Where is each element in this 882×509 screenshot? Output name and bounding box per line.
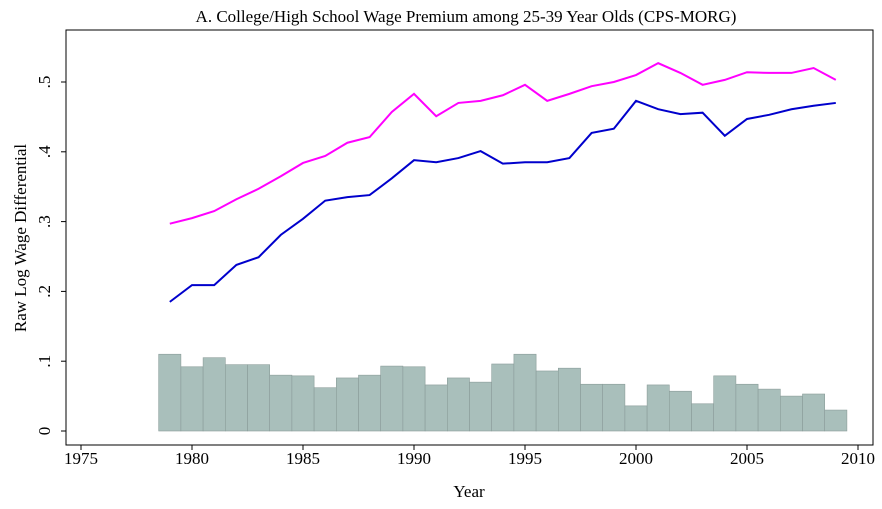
bar (313, 387, 337, 432)
x-tick-label: 1980 (175, 449, 209, 468)
line (169, 99, 836, 303)
x-tick-label: 2000 (619, 449, 653, 468)
bar (225, 364, 248, 432)
bar (380, 365, 404, 432)
x-tick-label: 1990 (397, 449, 431, 468)
y-tick-label: .3 (35, 215, 54, 228)
bar (269, 374, 293, 432)
x-axis-label: Year (453, 482, 485, 501)
bar (668, 390, 692, 432)
bar (624, 405, 648, 432)
bar (802, 393, 826, 432)
bar (469, 381, 493, 432)
bar (446, 377, 470, 432)
y-tick-label: .2 (35, 285, 54, 298)
bar (535, 370, 559, 432)
bar (735, 383, 759, 432)
y-tick-label: .5 (35, 76, 54, 89)
line (169, 62, 837, 225)
y-axis-label: Raw Log Wage Differential (11, 144, 30, 333)
bar (491, 363, 515, 432)
bar (202, 357, 226, 432)
y-tick-label: .4 (35, 145, 54, 158)
x-tick-label: 1995 (508, 449, 542, 468)
y-tick-label: .1 (35, 355, 54, 368)
bar (247, 364, 271, 432)
bar (779, 395, 803, 432)
bar (513, 353, 537, 432)
bar (424, 384, 448, 432)
bar (646, 384, 670, 432)
bar (580, 383, 604, 432)
bar (824, 409, 848, 432)
bar (402, 366, 426, 432)
x-tick-label: 2005 (730, 449, 764, 468)
bar (757, 388, 781, 432)
x-tick-label: 2010 (841, 449, 875, 468)
bar (180, 366, 204, 432)
bar (358, 374, 382, 432)
bar (291, 375, 315, 432)
bar (335, 377, 359, 432)
y-tick-label: 0 (35, 427, 54, 436)
x-tick-label: 1985 (286, 449, 320, 468)
plot-frame (65, 29, 874, 446)
bar (602, 383, 626, 432)
bar (557, 367, 581, 432)
bar (691, 403, 715, 432)
x-tick-label: 1975 (64, 449, 98, 468)
chart-title: A. College/High School Wage Premium amon… (196, 7, 737, 26)
bar (713, 375, 737, 432)
bar (158, 353, 182, 432)
